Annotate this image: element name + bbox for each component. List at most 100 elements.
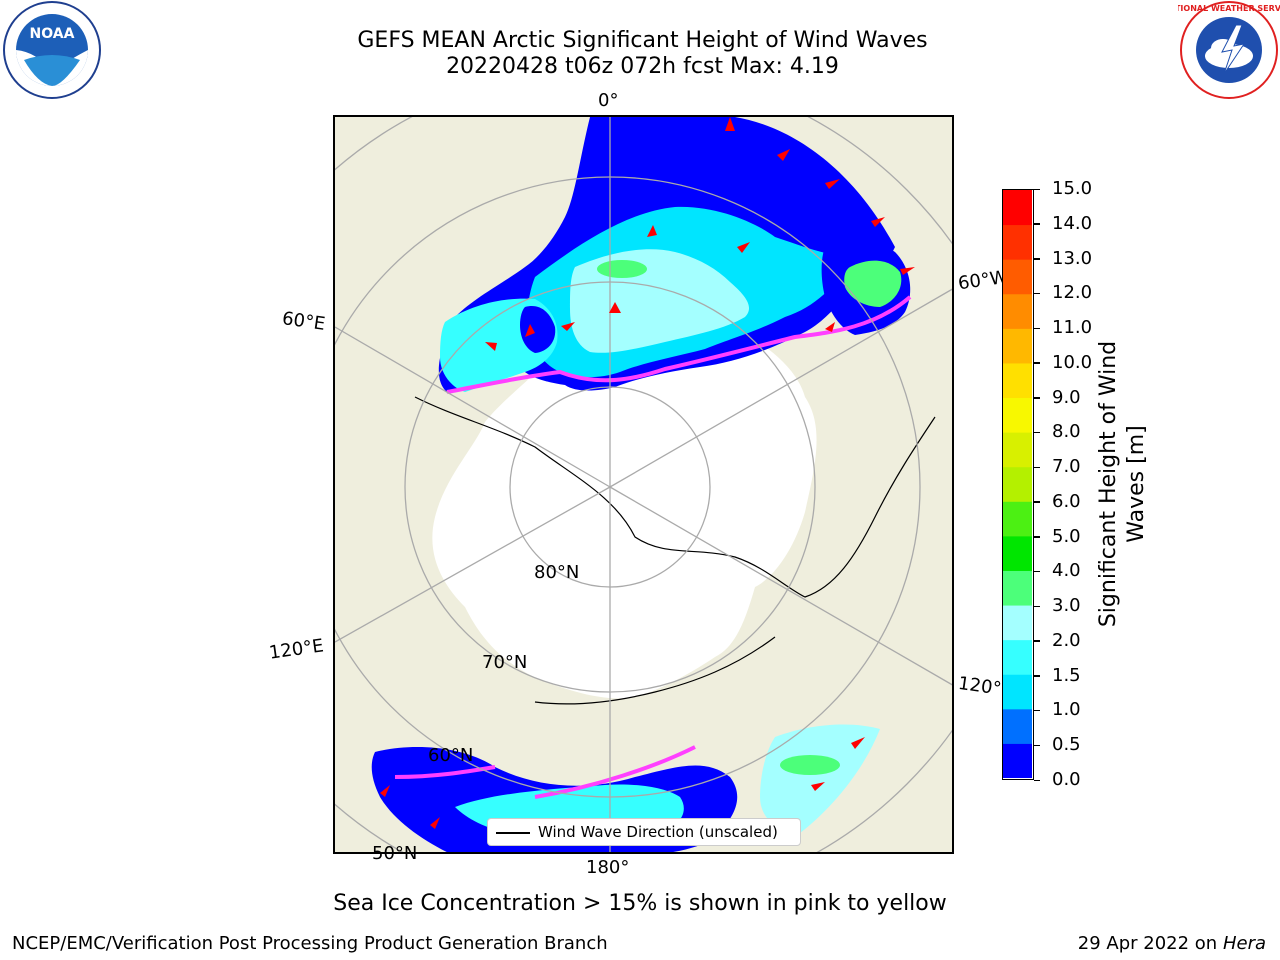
footer-date-text: 29 Apr 2022 on (1077, 933, 1223, 954)
colorbar-segment (1003, 224, 1032, 260)
sea-ice-note: Sea Ice Concentration > 15% is shown in … (333, 891, 947, 916)
colorbar-tick-label: 0.0 (1052, 769, 1081, 790)
footer-date: 29 Apr 2022 on Hera (1078, 933, 1266, 954)
colorbar-tick-label: 9.0 (1052, 386, 1081, 408)
wave-arrow (380, 785, 390, 797)
colorbar-tick-mark (1034, 223, 1040, 225)
colorbar-segment (1003, 190, 1032, 226)
wave-arrow (825, 322, 835, 332)
colorbar-tick-mark (1034, 779, 1040, 781)
wave-arrow (725, 117, 735, 131)
lon-label-0: 0° (598, 90, 619, 111)
wave-arrow (485, 342, 497, 351)
colorbar-segment (1003, 708, 1032, 744)
lat-label-60n: 60°N (428, 745, 474, 766)
colorbar-tick-label: 7.0 (1052, 456, 1081, 478)
wave-max-patch-atlantic (597, 260, 647, 278)
sea-ice-edge-pacific (394, 745, 696, 799)
wave-arrow (851, 737, 865, 749)
colorbar-tick-label: 3.0 (1052, 595, 1081, 617)
legend-label: Wind Wave Direction (unscaled) (538, 823, 778, 841)
pacific-waves (760, 724, 880, 837)
colorbar-fill (1003, 190, 1032, 779)
colorbar-segment (1003, 639, 1032, 675)
sea-ice-edge (446, 295, 912, 394)
colorbar-segment (1003, 432, 1032, 468)
wave-arrow (871, 217, 885, 227)
colorbar-segment (1003, 743, 1032, 779)
colorbar-tick-label: 12.0 (1052, 282, 1093, 304)
wave-arrow (777, 149, 790, 161)
colorbar-tick-label: 8.0 (1052, 421, 1081, 443)
colorbar-tick-label: 1.0 (1052, 699, 1081, 721)
wave-arrow (825, 179, 840, 189)
colorbar-tick-label: 6.0 (1052, 490, 1081, 512)
colorbar-segment (1003, 535, 1032, 571)
wave-arrow (525, 324, 535, 337)
nws-logo: NATIONAL WEATHER SERVICE (1163, 0, 1280, 100)
colorbar-tick-label: 0.5 (1052, 734, 1081, 756)
wave-arrow (647, 225, 657, 237)
colorbar-segment (1003, 362, 1032, 399)
wave-arrow (900, 267, 915, 275)
colorbar-tick-mark (1034, 709, 1040, 712)
colorbar-tick-mark (1034, 188, 1040, 190)
wind-wave-arrows (380, 117, 915, 829)
footer-credit: NCEP/EMC/Verification Post Processing Pr… (12, 933, 608, 954)
colorbar-segment (1003, 501, 1032, 537)
colorbar-tick-mark (1034, 640, 1040, 642)
colorbar-segment (1003, 328, 1032, 364)
colorbar-tick-label: 15.0 (1052, 178, 1093, 199)
colorbar-segment (1003, 605, 1032, 641)
map-canvas (335, 117, 952, 852)
wave-arrow (737, 242, 750, 253)
noaa-logo-text: NOAA (30, 26, 75, 42)
colorbar-tick-mark (1034, 605, 1040, 608)
colorbar (1002, 189, 1034, 780)
wave-arrow (561, 322, 575, 331)
colorbar-tick-label: 13.0 (1052, 247, 1093, 269)
footer-host: Hera (1222, 933, 1266, 954)
colorbar-tick-mark (1034, 675, 1040, 677)
lat-label-50n: 50°N (372, 843, 418, 864)
colorbar-tick-label: 10.0 (1052, 351, 1093, 373)
lon-label-120e: 120°E (267, 635, 325, 664)
colorbar-segment (1003, 674, 1032, 710)
colorbar-tick-mark (1034, 466, 1040, 469)
wave-arrow (430, 817, 440, 829)
colorbar-tick-mark (1034, 327, 1040, 330)
labrador-sea-waves-green (844, 260, 902, 307)
arctic-map (333, 115, 954, 854)
colorbar-tick-label: 11.0 (1052, 317, 1093, 339)
colorbar-tick-label: 2.0 (1052, 629, 1081, 651)
noaa-logo: NOAA (2, 0, 102, 100)
chart-title: GEFS MEAN Arctic Significant Height of W… (357, 28, 928, 53)
colorbar-label: Significant Height of Wind Waves [m] (1096, 340, 1149, 628)
colorbar-tick-mark (1034, 362, 1040, 364)
colorbar-tick-label: 1.5 (1052, 664, 1081, 686)
lat-label-80n: 80°N (534, 562, 580, 583)
graticule (335, 117, 952, 852)
lon-label-60e: 60°E (280, 308, 327, 335)
wave-arrow (609, 302, 621, 313)
lat-label-70n: 70°N (482, 652, 528, 673)
colorbar-tick-mark (1034, 570, 1040, 573)
colorbar-tick-mark (1034, 258, 1040, 260)
colorbar-tick-mark (1034, 536, 1040, 538)
colorbar-segment (1003, 570, 1032, 606)
colorbar-tick-mark (1034, 501, 1040, 503)
arctic-ice-region (432, 287, 817, 699)
colorbar-tick-mark (1034, 431, 1040, 434)
map-legend: Wind Wave Direction (unscaled) (487, 818, 801, 846)
wave-max-patch-pacific (780, 755, 840, 775)
legend-line-icon (496, 832, 530, 834)
colorbar-tick-label: 5.0 (1052, 525, 1081, 547)
barents-sea-waves-deep (520, 306, 556, 353)
colorbar-segment (1003, 259, 1032, 295)
colorbar-segment (1003, 293, 1032, 329)
colorbar-segment (1003, 466, 1032, 502)
colorbar-tick-mark (1034, 397, 1040, 399)
colorbar-tick-label: 4.0 (1052, 560, 1081, 582)
colorbar-tick-label: 14.0 (1052, 212, 1093, 234)
nws-logo-text: NATIONAL WEATHER SERVICE (1178, 4, 1280, 13)
